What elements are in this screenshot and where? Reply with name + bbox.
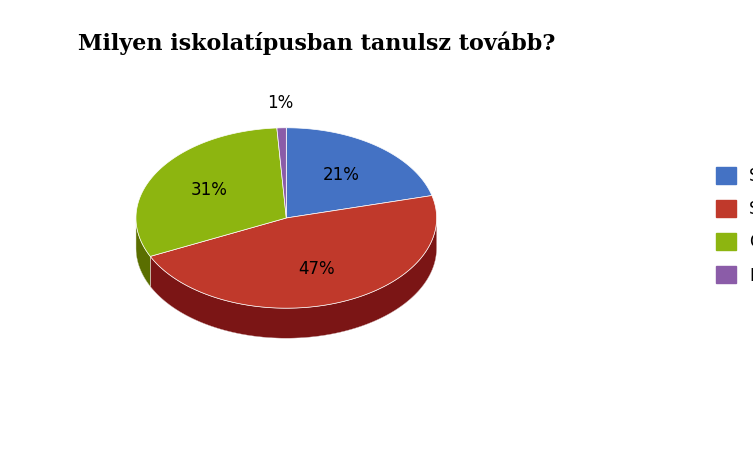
Polygon shape: [136, 218, 151, 286]
Text: 47%: 47%: [298, 260, 335, 278]
Polygon shape: [151, 196, 437, 308]
Polygon shape: [151, 218, 437, 338]
Text: Milyen iskolatípusban tanulsz tovább?: Milyen iskolatípusban tanulsz tovább?: [78, 32, 555, 55]
Polygon shape: [286, 128, 432, 218]
Text: 1%: 1%: [267, 94, 294, 111]
Polygon shape: [277, 128, 286, 218]
Text: 21%: 21%: [323, 166, 360, 184]
Text: 31%: 31%: [191, 181, 227, 199]
Polygon shape: [136, 128, 286, 256]
Polygon shape: [151, 218, 437, 338]
Polygon shape: [136, 219, 151, 286]
Legend: Szakiskola, Szakközépiskola, Gimnázium, NV/NA: Szakiskola, Szakközépiskola, Gimnázium, …: [715, 166, 753, 285]
